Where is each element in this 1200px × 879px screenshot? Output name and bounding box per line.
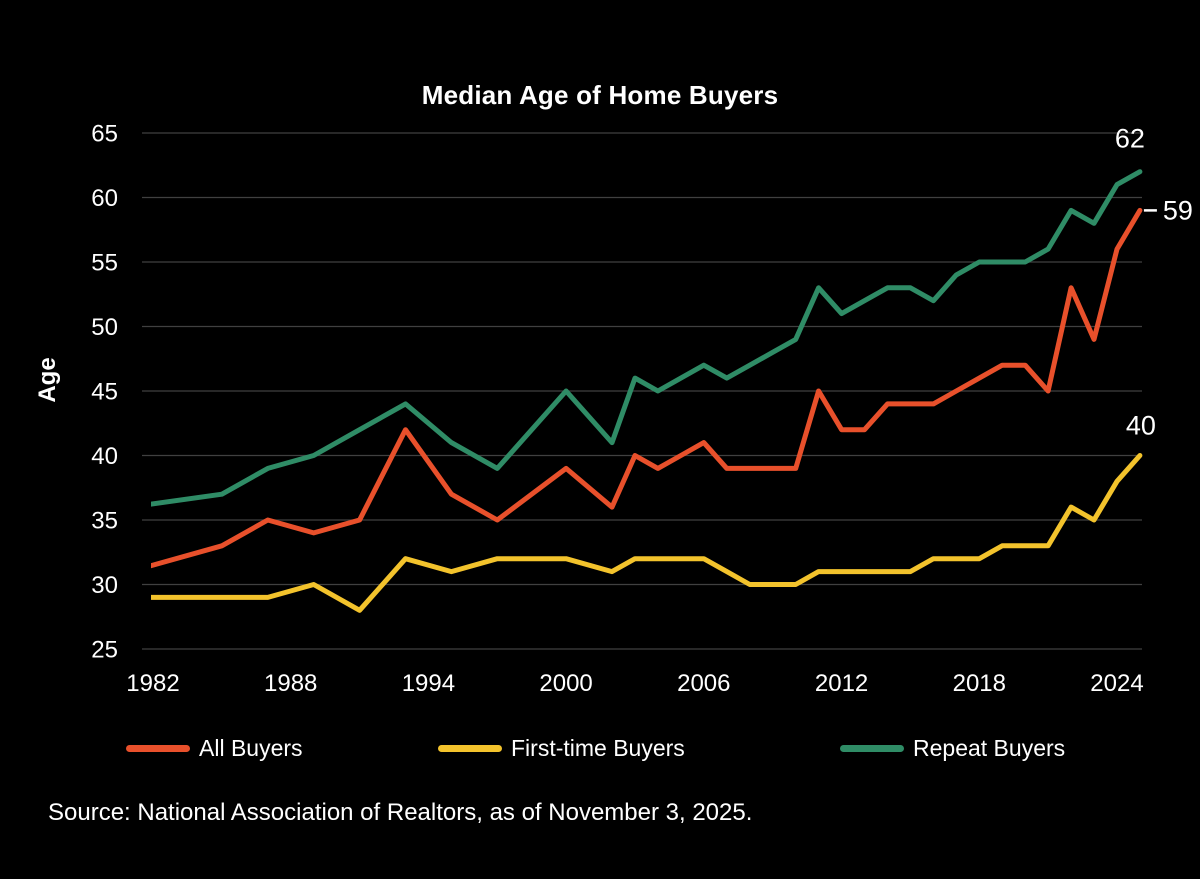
chart-title: Median Age of Home Buyers bbox=[421, 80, 779, 110]
y-tick-label: 65 bbox=[91, 121, 118, 148]
y-tick-label: 25 bbox=[91, 637, 118, 664]
x-tick-label: 1988 bbox=[264, 670, 317, 697]
series-line-repeat-buyers bbox=[151, 169, 1143, 507]
legend-item-repeat-buyers: Repeat Buyers bbox=[840, 734, 1066, 761]
legend-label-all-buyers: All Buyers bbox=[199, 734, 303, 761]
end-label-first-time-buyers: 40 bbox=[1126, 411, 1156, 441]
y-tick-label: 60 bbox=[91, 185, 118, 212]
x-tick-label: 2018 bbox=[953, 670, 1006, 697]
series-line-all-buyers bbox=[151, 207, 1143, 569]
y-tick-label: 30 bbox=[91, 572, 118, 599]
legend-swatch-first-time-buyers bbox=[438, 744, 502, 752]
legend-label-first-time-buyers: First-time Buyers bbox=[511, 734, 685, 761]
y-tick-label: 35 bbox=[91, 508, 118, 535]
source-note: Source: National Association of Realtors… bbox=[48, 799, 753, 826]
x-tick-label: 2000 bbox=[539, 670, 592, 697]
y-tick-label: 55 bbox=[91, 250, 118, 277]
end-label-all-buyers: 59 bbox=[1163, 195, 1193, 225]
legend-label-repeat-buyers: Repeat Buyers bbox=[913, 734, 1066, 761]
y-tick-label: 40 bbox=[91, 443, 118, 470]
y-tick-label: 45 bbox=[91, 379, 118, 406]
x-tick-label: 1994 bbox=[402, 670, 455, 697]
legend-item-all-buyers: All Buyers bbox=[126, 734, 303, 761]
legend-item-first-time-buyers: First-time Buyers bbox=[438, 734, 685, 761]
x-tick-label: 1982 bbox=[126, 670, 179, 697]
x-tick-label: 2006 bbox=[677, 670, 730, 697]
series-line-first-time-buyers bbox=[151, 453, 1143, 613]
x-tick-label: 2012 bbox=[815, 670, 868, 697]
legend-swatch-repeat-buyers bbox=[840, 744, 904, 752]
end-label-repeat-buyers: 62 bbox=[1115, 124, 1145, 154]
y-tick-label: 50 bbox=[91, 314, 118, 341]
legend-swatch-all-buyers bbox=[126, 744, 190, 752]
x-tick-label: 2024 bbox=[1090, 670, 1143, 697]
